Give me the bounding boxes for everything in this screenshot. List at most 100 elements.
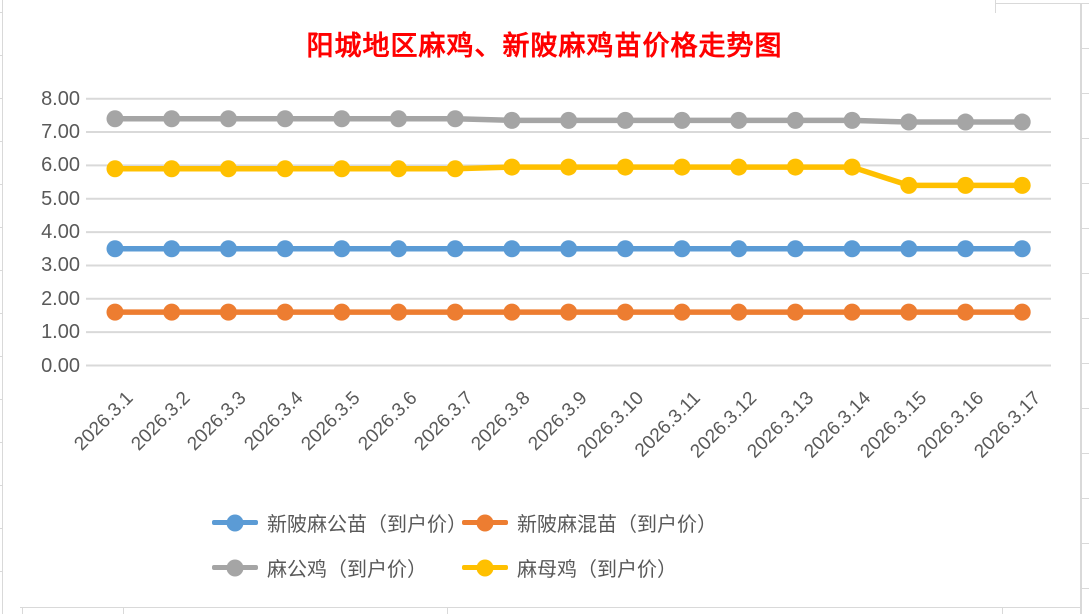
sheet-gridline-tick	[0, 399, 2, 400]
legend-marker-dot-icon	[226, 514, 244, 531]
data-point	[219, 160, 237, 178]
sheet-gridline-tick	[1082, 318, 1089, 319]
data-point	[957, 240, 974, 258]
sheet-gridline-tick	[0, 270, 2, 271]
data-point	[900, 176, 918, 194]
legend-marker-line-icon	[212, 514, 258, 531]
data-point	[390, 160, 407, 178]
plot-area	[86, 97, 1051, 367]
sheet-gridline-tick	[0, 442, 2, 443]
sheet-gridline-tick	[0, 227, 2, 228]
data-point	[900, 303, 918, 321]
sheet-gridline-tick	[1082, 183, 1089, 184]
data-point	[163, 110, 181, 128]
sheet-gridline-tick	[0, 184, 2, 185]
sheet-gridline-tick	[1082, 543, 1089, 544]
y-tick-label: 7.00	[41, 121, 80, 144]
data-point	[276, 160, 294, 178]
legend-marker-line-icon	[462, 514, 508, 531]
sheet-gridline-tick	[1082, 363, 1089, 364]
sheet-gridline-top	[995, 3, 1081, 4]
legend-label: 新陂麻混苗（到户价）	[517, 514, 717, 536]
sheet-gridline-right	[1080, 3, 1082, 614]
data-point	[560, 111, 578, 129]
legend-label: 新陂麻公苗（到户价）	[267, 514, 467, 536]
data-point	[957, 176, 974, 194]
sheet-gridline-tick	[22, 607, 23, 614]
data-point	[786, 111, 804, 129]
data-point	[333, 160, 351, 178]
data-point	[673, 158, 691, 176]
data-point	[1013, 240, 1031, 258]
data-point	[106, 240, 124, 258]
data-point	[843, 158, 861, 176]
y-tick-label: 5.00	[41, 187, 80, 210]
data-point	[673, 240, 691, 258]
sheet-gridline-tick	[1082, 408, 1089, 409]
data-point	[786, 158, 804, 176]
sheet-gridline-top-col	[995, 0, 996, 13]
data-point	[446, 110, 464, 128]
data-point	[276, 240, 294, 258]
data-point	[503, 303, 521, 321]
legend-item-series-3[interactable]: 麻母鸡（到户价）	[462, 553, 717, 582]
y-tick-label: 1.00	[41, 321, 80, 344]
data-point	[1013, 113, 1031, 131]
sheet-gridline-tick	[0, 571, 2, 572]
data-point	[900, 240, 918, 258]
data-point	[163, 160, 181, 178]
legend-item-series-1[interactable]: 新陂麻混苗（到户价）	[462, 508, 717, 537]
data-point	[446, 240, 464, 258]
sheet-gridline-tick	[0, 313, 2, 314]
sheet-gridline-bottom	[20, 607, 1082, 608]
sheet-gridline-tick	[1082, 48, 1089, 49]
legend-marker-dot-icon	[226, 559, 244, 576]
data-point	[616, 158, 634, 176]
data-point	[106, 110, 124, 128]
y-tick-label: 2.00	[41, 287, 80, 310]
data-point	[673, 111, 691, 129]
data-point	[106, 160, 124, 178]
data-point	[390, 303, 407, 321]
data-point	[446, 160, 464, 178]
data-point	[957, 113, 974, 131]
legend-marker-line-icon	[462, 559, 508, 576]
data-point	[503, 240, 521, 258]
data-point	[957, 303, 974, 321]
chart-title: 阳城地区麻鸡、新陂麻鸡苗价格走势图	[306, 31, 783, 61]
legend-item-series-2[interactable]: 麻公鸡（到户价）	[212, 553, 462, 582]
data-point	[219, 110, 237, 128]
data-point	[843, 303, 861, 321]
legend-label: 麻母鸡（到户价）	[517, 559, 677, 581]
data-point	[786, 240, 804, 258]
y-tick-label: 4.00	[41, 221, 80, 244]
sheet-gridline-tick	[1002, 607, 1003, 614]
data-point	[503, 111, 521, 129]
data-point	[333, 240, 351, 258]
sheet-gridline-tick	[0, 485, 2, 486]
sheet-gridline-tick	[447, 607, 448, 614]
data-point	[163, 240, 181, 258]
data-point	[616, 111, 634, 129]
data-point	[616, 240, 634, 258]
y-tick-label: 8.00	[41, 87, 80, 110]
data-point	[390, 110, 407, 128]
legend-label: 麻公鸡（到户价）	[267, 559, 427, 581]
sheet-gridline-tick	[1082, 3, 1089, 4]
data-point	[786, 303, 804, 321]
legend-marker-dot-icon	[476, 514, 494, 531]
data-point	[163, 303, 181, 321]
sheet-gridline-left	[2, 0, 3, 614]
sheet-gridline-tick	[123, 607, 124, 614]
legend-item-series-0[interactable]: 新陂麻公苗（到户价）	[212, 508, 467, 537]
data-point	[333, 110, 351, 128]
sheet-gridline-tick	[1082, 453, 1089, 454]
data-point	[1013, 176, 1031, 194]
data-point	[560, 240, 578, 258]
data-point	[219, 240, 237, 258]
data-point	[843, 111, 861, 129]
sheet-gridline-tick	[0, 356, 2, 357]
data-point	[333, 303, 351, 321]
legend: 新陂麻公苗（到户价） 新陂麻混苗（到户价） 麻公鸡（到户价） 麻母鸡（到户价）	[212, 508, 717, 582]
